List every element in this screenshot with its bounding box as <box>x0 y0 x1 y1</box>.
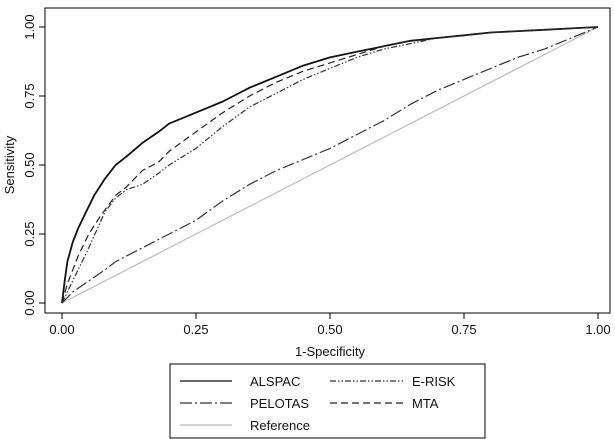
x-tick-label: 0.50 <box>317 322 342 337</box>
y-tick-label: 1.00 <box>22 14 37 39</box>
y-tick-label: 0.25 <box>22 221 37 246</box>
y-axis-title: Sensitivity <box>2 135 17 194</box>
axes: 0.00 0.25 0.50 0.75 1.00 0.00 0.25 0.50 0.75 1.00 <box>22 14 611 337</box>
legend-label-reference: Reference <box>250 418 310 433</box>
x-axis-title: 1-Specificity <box>295 344 366 359</box>
y-tick-label: 0.75 <box>22 83 37 108</box>
x-tick-label: 0.75 <box>451 322 476 337</box>
series-layer <box>61 26 599 304</box>
legend-box <box>169 363 486 439</box>
legend-label-e-risk: E-RISK <box>412 374 456 389</box>
x-tick-label: 1.00 <box>585 322 610 337</box>
plot-frame <box>44 7 611 314</box>
y-tick-label: 0.00 <box>22 290 37 315</box>
x-tick-label: 0.25 <box>183 322 208 337</box>
legend-items: ALSPAC E-RISK PELOTAS MTA Reference <box>180 374 456 433</box>
y-tick-label: 0.50 <box>22 152 37 177</box>
legend-label-mta: MTA <box>412 396 439 411</box>
x-tick-label: 0.00 <box>49 322 74 337</box>
legend-label-alspac: ALSPAC <box>250 374 300 389</box>
series-line-reference <box>61 26 599 304</box>
series-line-mta <box>61 26 599 304</box>
plot-area <box>44 7 611 314</box>
legend-label-pelotas: PELOTAS <box>250 396 309 411</box>
series-line-pelotas <box>61 26 599 304</box>
legend: ALSPAC E-RISK PELOTAS MTA Reference <box>169 363 486 439</box>
